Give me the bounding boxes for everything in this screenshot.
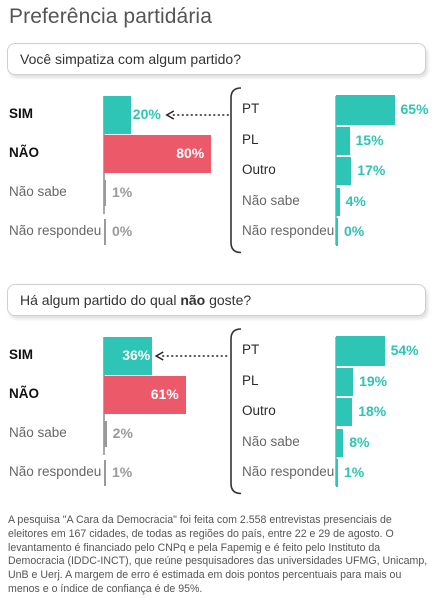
right-label-2-4: Não respondeu [242,464,335,480]
left-label-1-3: Não respondeu [9,223,102,238]
right-label-1-3: Não sabe [242,192,300,208]
left-bar-2-2 [104,421,107,447]
left-value-2-2: 2% [112,425,133,441]
left-value-1-2: 1% [112,184,133,200]
right-value-1-0: 65% [400,101,429,118]
right-label-2-3: Não sabe [242,433,300,449]
left-value-2-3: 1% [112,464,133,480]
right-label-2-1: PL [242,372,259,388]
question-1-text: Você simpatiza com algum partido? [20,51,241,67]
right-value-1-4: 0% [344,223,365,240]
right-bar-2-2 [336,398,353,427]
right-bar-1-1 [336,126,350,155]
right-value-1-2: 17% [357,162,386,179]
right-value-1-3: 4% [345,192,366,209]
right-bar-2-4 [336,459,338,488]
left-value-1-0: 20% [132,106,161,122]
left-bar-1-3 [104,219,106,245]
right-bar-1-2 [336,157,352,186]
right-label-1-0: PT [242,101,260,117]
page-title: Preferência partidária [9,5,212,28]
left-value-1-1: 80% [176,145,205,161]
question-2-box: Há algum partido do qual não goste? [7,284,426,316]
question-2-bold: não [180,292,206,308]
left-label-1-1: NÃO [9,145,39,160]
left-label-1-0: SIM [9,106,34,121]
left-bar-2-1 [104,376,186,414]
right-value-2-3: 8% [349,433,370,450]
bracket-2 [230,328,242,495]
right-label-2-0: PT [242,342,260,358]
left-value-2-1: 61% [150,386,179,402]
left-bar-1-0 [104,96,131,134]
left-bar-1-2 [104,180,106,206]
question-2-pre: Há algum partido do qual [20,292,181,308]
right-label-1-4: Não respondeu [242,223,335,239]
left-label-1-2: Não sabe [9,184,67,199]
right-bar-1-4 [336,218,338,247]
right-label-1-2: Outro [242,162,276,178]
right-value-2-4: 1% [344,464,365,481]
right-bar-2-1 [336,367,354,396]
right-value-2-0: 54% [390,342,419,359]
left-bar-2-3 [104,460,106,486]
left-label-2-1: NÃO [9,386,39,401]
right-label-2-2: Outro [242,403,276,419]
right-value-1-1: 15% [355,131,384,148]
question-2-post: goste? [205,292,252,308]
right-bar-1-0 [336,95,395,126]
right-bar-2-3 [336,428,344,457]
left-label-2-2: Não sabe [9,425,67,440]
methodology-note: A pesquisa "A Cara da Democracia" foi fe… [8,514,428,595]
left-value-2-0: 36% [122,347,151,363]
connector-arrowhead-1 [165,110,175,120]
bracket-1 [230,87,242,254]
question-1-box: Você simpatiza com algum partido? [7,43,426,75]
right-bar-1-3 [336,187,340,216]
right-value-2-1: 19% [359,372,388,389]
left-label-2-0: SIM [9,347,34,362]
right-bar-2-0 [336,336,385,367]
left-bar-1-1 [104,135,212,173]
left-label-2-3: Não respondeu [9,464,102,479]
connector-arrowhead-2 [154,351,164,361]
left-value-1-3: 0% [112,223,133,239]
right-label-1-1: PL [242,131,259,147]
right-value-2-2: 18% [358,403,387,420]
left-bar-2-0 [104,337,153,375]
